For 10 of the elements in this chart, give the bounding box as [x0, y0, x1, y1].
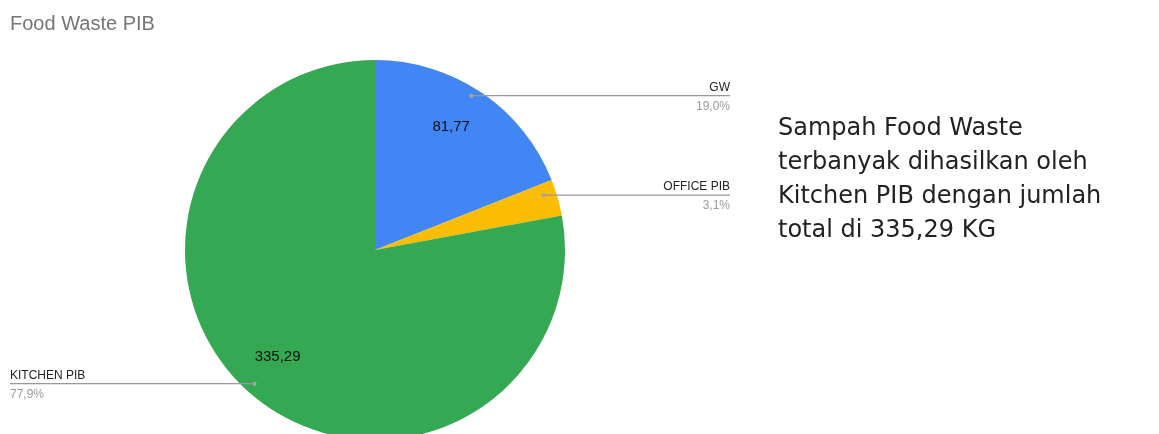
text: 19,0% [695, 98, 730, 113]
chart-title: Food Waste PIB [10, 12, 155, 35]
slice-label: OFFICE PIB [663, 179, 730, 194]
text: 77,9% [10, 386, 45, 401]
data-label: 335,29 [254, 347, 301, 365]
slice-label: GW [709, 79, 731, 94]
text: Sampah Food Waste terbanyak dihasilkan oleh Kitchen PIB dengan jumlah total di 335,29 KG [778, 112, 1103, 245]
slice-label: KITCHEN PIB [10, 367, 86, 382]
data-label: 81,77 [432, 117, 470, 135]
text: 3,1% [702, 198, 730, 213]
